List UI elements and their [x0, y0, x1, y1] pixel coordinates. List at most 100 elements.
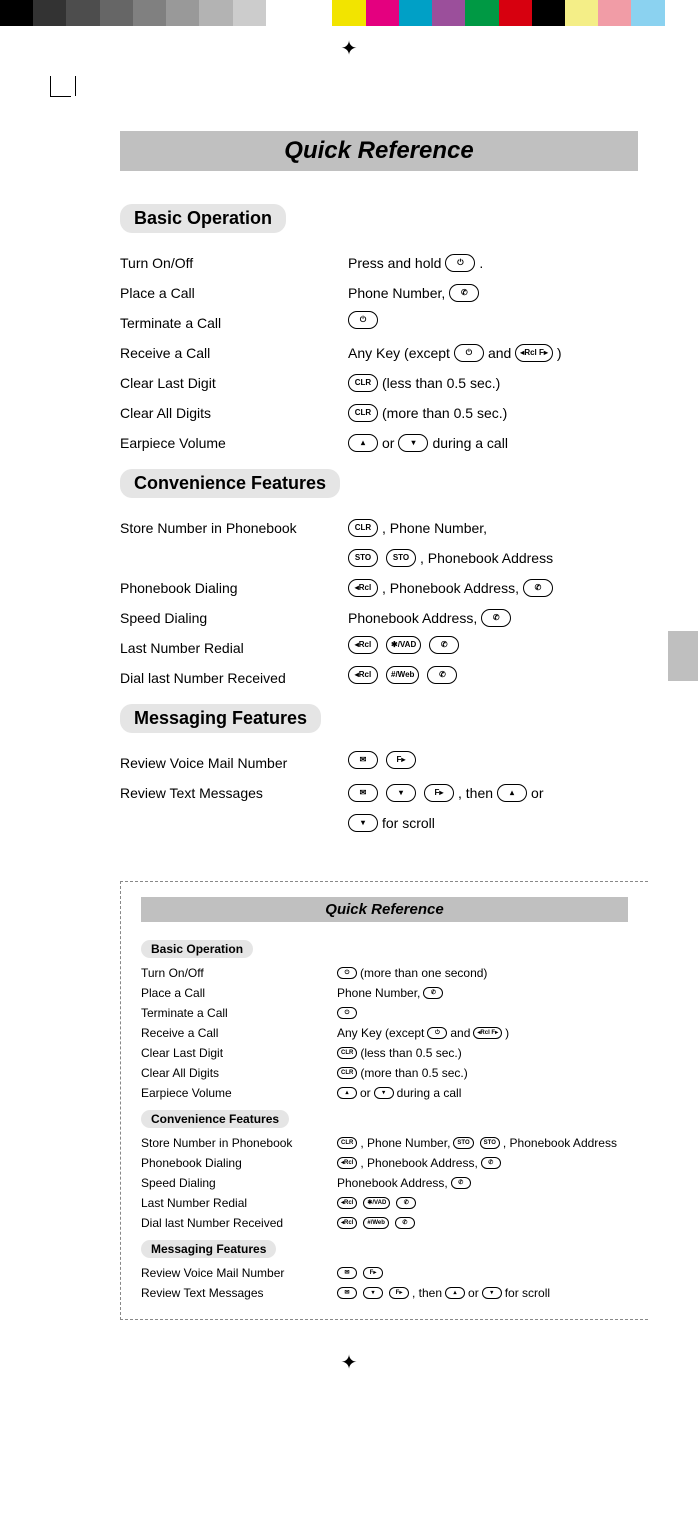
row-value: CLR (less than 0.5 sec.)	[337, 1044, 628, 1062]
color-swatch	[665, 0, 698, 26]
instruction-row: Turn On/Off⏻ (more than one second)	[141, 964, 628, 982]
row-value: CLR (more than 0.5 sec.)	[348, 401, 638, 425]
instruction-row: Phonebook Dialing◂Rcl, Phonebook Address…	[141, 1154, 628, 1172]
row-value: STO STO , Phonebook Address	[348, 546, 638, 570]
color-swatch	[166, 0, 199, 26]
row-value: CLR (more than 0.5 sec.)	[337, 1064, 628, 1082]
row-value: ✉ ▾ F▸ , then ▴ or ▾ for scroll	[337, 1284, 628, 1302]
row-value: Press and hold ⏻ .	[348, 251, 638, 275]
key-icon: ◂Rcl F▸	[473, 1027, 502, 1039]
instruction-row: Earpiece Volume▴ or ▾ during a call	[141, 1084, 628, 1102]
key-icon: ✆	[427, 666, 457, 684]
key-icon: ▴	[337, 1087, 357, 1099]
row-label: Store Number in Phonebook	[120, 516, 340, 540]
color-swatch	[100, 0, 133, 26]
row-value: Any Key (except ⏻ and ◂Rcl F▸)	[348, 341, 638, 365]
mini-title: Quick Reference	[141, 897, 628, 922]
key-icon: ◂Rcl	[337, 1157, 357, 1169]
key-icon: F▸	[424, 784, 454, 802]
key-icon: ⏻	[337, 1007, 357, 1019]
row-label: Clear Last Digit	[141, 1044, 331, 1062]
key-icon: ✱/VAD	[386, 636, 421, 654]
instruction-row: Receive a CallAny Key (except ⏻ and ◂Rcl…	[120, 341, 638, 365]
key-icon: CLR	[337, 1047, 357, 1059]
row-label: Speed Dialing	[120, 606, 340, 630]
instruction-row: Review Text Messages✉ ▾ F▸ , then ▴ or ▾…	[141, 1284, 628, 1302]
row-label: Store Number in Phonebook	[141, 1134, 331, 1152]
color-swatch	[0, 0, 33, 26]
row-label: Review Voice Mail Number	[141, 1264, 331, 1282]
key-icon: ✱/VAD	[363, 1197, 390, 1209]
row-value: ▴ or ▾ during a call	[337, 1084, 628, 1102]
key-icon: CLR	[348, 374, 378, 392]
row-label: Turn On/Off	[120, 251, 340, 275]
instruction-row: Clear All DigitsCLR (more than 0.5 sec.)	[120, 401, 638, 425]
row-value: ✉ F▸	[348, 751, 638, 769]
instruction-row: Speed DialingPhonebook Address, ✆	[141, 1174, 628, 1192]
instruction-row: Review Voice Mail Number ✉ F▸	[120, 751, 638, 775]
key-icon: CLR	[337, 1067, 357, 1079]
row-label: Clear All Digits	[141, 1064, 331, 1082]
key-icon: F▸	[363, 1267, 383, 1279]
key-icon: ▴	[348, 434, 378, 452]
key-icon: STO	[386, 549, 416, 567]
row-value: ✉ ▾ F▸, then ▴ or	[348, 781, 638, 805]
instruction-row: Dial last Number Received◂Rcl #/Web ✆	[141, 1214, 628, 1232]
instruction-row: Store Number in Phonebook CLR , Phone Num…	[141, 1134, 628, 1152]
section-basic: Turn On/Off Press and hold ⏻ . Place a Cal…	[120, 251, 638, 455]
row-value: CLR , Phone Number,	[348, 516, 638, 540]
key-icon: ▾	[348, 814, 378, 832]
row-value: Phonebook Address, ✆	[337, 1174, 628, 1192]
key-icon: ◂Rcl	[337, 1217, 357, 1229]
key-icon: ✆	[396, 1197, 416, 1209]
color-swatch	[133, 0, 166, 26]
section-convenience: Store Number in Phonebook CLR , Phone Num…	[120, 516, 638, 690]
instruction-row: ▾ for scroll	[120, 811, 638, 835]
row-label: Turn On/Off	[141, 964, 331, 982]
row-value: ◂Rcl #/Web ✆	[348, 666, 638, 684]
key-icon: ◂Rcl	[348, 636, 378, 654]
row-label: Terminate a Call	[141, 1004, 331, 1022]
row-label: Review Voice Mail Number	[120, 751, 340, 775]
mini-msg-heading: Messaging Features	[141, 1240, 276, 1258]
key-icon: ✆	[395, 1217, 415, 1229]
row-value: ◂Rcl, Phonebook Address, ✆	[337, 1154, 628, 1172]
instruction-row: Clear Last Digit CLR (less than 0.5 sec.)	[141, 1044, 628, 1062]
color-swatch	[598, 0, 631, 26]
instruction-row: Earpiece Volume▴ or ▾ during a call	[120, 431, 638, 455]
key-icon: ▾	[374, 1087, 394, 1099]
row-value: ⏻	[337, 1004, 628, 1022]
instruction-row: Terminate a Call ⏻	[120, 311, 638, 335]
row-value: Any Key (except ⏻ and ◂Rcl F▸ )	[337, 1024, 628, 1042]
color-swatch	[266, 0, 299, 26]
key-icon: ◂Rcl	[337, 1197, 357, 1209]
row-value: CLR , Phone Number, STO STO , Phonebook …	[337, 1134, 628, 1152]
key-icon: F▸	[386, 751, 416, 769]
row-label: Last Number Redial	[141, 1194, 331, 1212]
instruction-row: Phonebook Dialing◂Rcl, Phonebook Address…	[120, 576, 638, 600]
color-swatch	[299, 0, 332, 26]
instruction-row: Store Number in Phonebook CLR , Phone Num…	[120, 516, 638, 540]
row-label: Last Number Redial	[120, 636, 340, 660]
instruction-row: Review Text Messages✉ ▾ F▸, then ▴ or	[120, 781, 638, 805]
row-value: Phonebook Address, ✆	[348, 606, 638, 630]
row-value: ◂Rcl ✱/VAD ✆	[348, 636, 638, 654]
key-icon: ✆	[451, 1177, 471, 1189]
color-swatch	[66, 0, 99, 26]
key-icon: ▾	[482, 1287, 502, 1299]
row-label: Phonebook Dialing	[120, 576, 340, 600]
key-icon: ✆	[481, 609, 511, 627]
key-icon: ✆	[523, 579, 553, 597]
section-messaging: Review Voice Mail Number ✉ F▸ Review Text …	[120, 751, 638, 835]
key-icon: ✆	[449, 284, 479, 302]
row-label: Dial last Number Received	[120, 666, 340, 690]
row-value: ⏻	[348, 311, 638, 329]
row-label: Place a Call	[120, 281, 340, 305]
mini-section-basic: Turn On/Off⏻ (more than one second)Place…	[141, 964, 628, 1102]
crop-mark-top	[0, 71, 698, 101]
row-value: ✉ F▸	[337, 1264, 628, 1282]
color-swatch	[532, 0, 565, 26]
row-label: Terminate a Call	[120, 311, 340, 335]
thumb-tab	[668, 631, 698, 681]
color-swatch	[33, 0, 66, 26]
